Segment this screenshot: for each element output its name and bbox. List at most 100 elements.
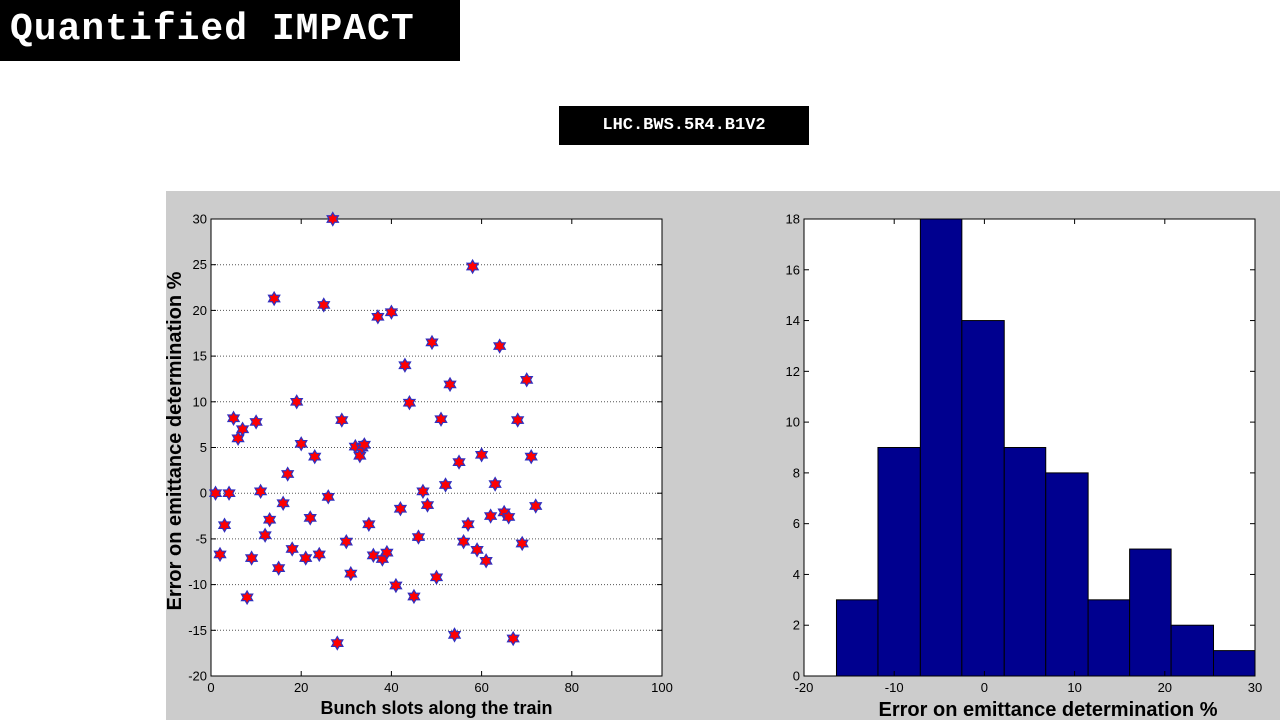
scatter-point [253,483,268,500]
scatter-x-tick-label: 0 [207,680,214,695]
scatter-point [470,542,484,558]
scatter-point [308,448,322,465]
scatter-point [321,489,335,505]
scatter-point [465,258,480,275]
scatter-y-tick-label: -15 [188,623,207,638]
scatter-point [267,290,281,307]
scatter-point [362,516,376,532]
scatter-point [299,550,313,566]
scatter-axes-box [210,218,663,677]
scatter-point [213,546,227,563]
scatter-y-tick-label: 15 [193,349,207,364]
scatter-x-tick-label: 20 [294,680,308,695]
histogram-bar [1213,650,1256,677]
histogram-y-tick-label: 6 [793,516,800,531]
scatter-point [488,476,502,492]
scatter-point [249,414,263,430]
scatter-point [524,448,538,465]
scatter-point [483,508,498,524]
scatter-y-tick-label: 0 [200,486,207,501]
scatter-x-axis-label: Bunch slots along the train [320,698,552,718]
scatter-point [226,410,241,426]
scatter-point [344,565,358,582]
histogram-y-tick-label: 10 [786,415,800,430]
scatter-point [271,560,286,576]
scatter-point [529,498,543,514]
histogram-x-tick-label: 10 [1067,680,1081,695]
scatter-point [479,553,493,569]
scatter-point [515,535,529,552]
device-label: LHC.BWS.5R4.B1V2 [559,106,809,145]
scatter-point [420,497,435,513]
scatter-x-tick-label: 80 [565,680,579,695]
scatter-point [366,547,381,564]
histogram-bar [877,447,921,677]
histogram-y-tick-label: 12 [786,364,800,379]
scatter-point [398,357,412,373]
scatter-y-tick-label: -10 [188,577,207,592]
scatter-point [474,447,489,463]
histogram-bar [1045,472,1089,677]
histogram-axes-box [803,218,1256,677]
slide-title-box: Quantified IMPACT [0,0,460,61]
scatter-point [294,436,308,452]
scatter-point [393,501,408,517]
scatter-point [389,577,403,594]
scatter-point [380,544,394,561]
scatter-point [235,421,250,437]
scatter-point [330,635,344,651]
scatter-point [290,394,304,410]
scatter-point [285,541,299,557]
histogram-y-tick-label: 4 [793,567,800,582]
scatter-point [240,589,254,606]
scatter-point [357,437,372,453]
scatter-point [276,495,290,511]
scatter-point [312,546,326,563]
scatter-point [492,338,507,354]
scatter-point [303,510,317,526]
histogram-y-tick-label: 2 [793,618,800,633]
histogram-x-tick-label: 0 [981,680,988,695]
histogram-x-tick-label: 20 [1158,680,1172,695]
scatter-point [208,485,223,501]
scatter-point [438,477,453,493]
slide-title: Quantified IMPACT [10,8,415,51]
scatter-point [461,516,475,532]
scatter-point [411,529,426,545]
histogram-bar [835,599,879,677]
scatter-point [456,533,471,550]
scatter-y-tick-label: 5 [200,440,207,455]
scatter-point [339,533,353,550]
histogram-bar [1003,447,1047,677]
scatter-y-tick-label: 30 [193,212,207,227]
histogram-x-tick-label: 30 [1248,680,1262,695]
histogram-x-tick-label: -20 [795,680,814,695]
histogram-y-tick-label: 0 [793,669,800,684]
histogram-y-tick-label: 14 [786,313,800,328]
scatter-point [447,627,462,643]
scatter-y-tick-label: 25 [193,257,207,272]
scatter-point [244,550,259,566]
histogram-bar [1129,548,1172,677]
histogram-y-tick-label: 16 [786,262,800,277]
scatter-y-tick-label: -5 [195,531,207,546]
scatter-point [262,512,277,528]
scatter-point [231,430,245,447]
scatter-point [335,412,349,428]
scatter-point [281,466,295,482]
scatter-point [416,483,430,500]
histogram-y-tick-label: 8 [793,465,800,480]
scatter-point [452,454,466,470]
histogram-x-axis-label: Error on emittance determination % [879,699,1218,720]
scatter-point [434,411,448,427]
histogram-bar [919,218,963,677]
scatter-point [520,372,534,388]
histogram-bar [1087,599,1131,677]
scatter-point [402,395,417,411]
histogram-bar [961,320,1005,677]
scatter-point [506,630,520,647]
scatter-point [443,376,457,393]
scatter-y-tick-label: 20 [193,303,207,318]
scatter-point [222,485,236,501]
